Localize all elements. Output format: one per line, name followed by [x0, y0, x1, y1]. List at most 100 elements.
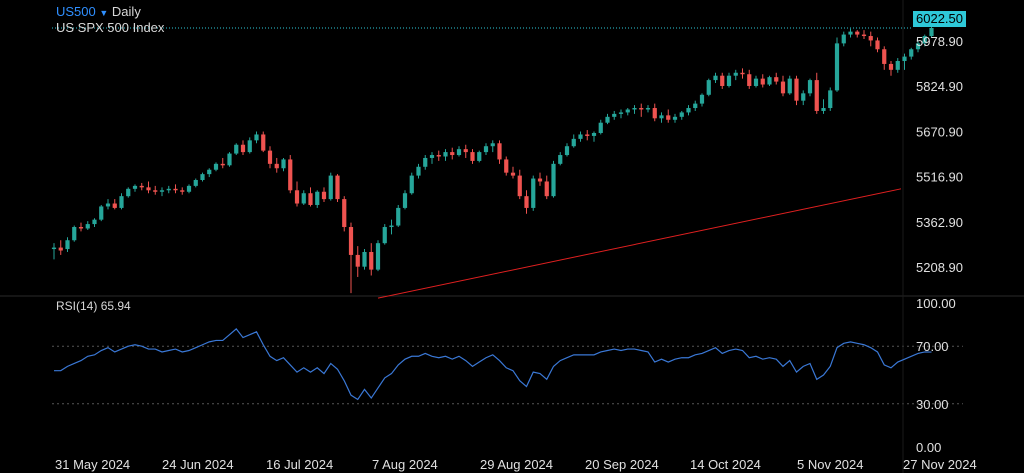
candle-body — [166, 188, 171, 191]
candle-body — [240, 144, 246, 153]
rsi-value: 65.94 — [100, 299, 131, 313]
candle-body — [423, 157, 428, 167]
price-axis[interactable]: 5978.90 5824.90 5670.90 5516.90 5362.90 5208.… — [916, 34, 963, 275]
candle-body — [909, 49, 914, 57]
candle-body — [450, 152, 455, 156]
candle-body — [618, 112, 624, 114]
candle-body — [126, 188, 131, 197]
candle-body — [693, 103, 698, 109]
candle-body — [848, 31, 853, 35]
candle-body — [531, 178, 536, 208]
candle-body — [571, 138, 576, 147]
candle-body — [558, 155, 563, 164]
candle-body — [85, 224, 90, 229]
candle-body — [382, 227, 387, 244]
candle-body — [119, 196, 124, 208]
candle-body — [686, 108, 691, 113]
candle-body — [200, 174, 205, 181]
candle-body — [578, 134, 583, 139]
candle-body — [58, 247, 63, 251]
candle-body — [261, 134, 266, 151]
candle-body — [760, 78, 765, 85]
candle-body — [342, 199, 347, 228]
rsi-line — [54, 328, 932, 401]
candle-body — [402, 193, 408, 208]
price-tick-label: 5670.90 — [916, 124, 963, 139]
candle-body — [807, 80, 813, 94]
candle-body — [497, 143, 502, 160]
candle-body — [416, 166, 421, 176]
price-tick-label: 5516.90 — [916, 170, 963, 185]
candle-body — [348, 227, 354, 255]
chart-header: US500 ▼ Daily — [56, 4, 141, 19]
candle-body — [861, 34, 867, 37]
candle-body — [922, 36, 927, 44]
rsi-indicator-label[interactable]: RSI(14) 65.94 — [56, 299, 131, 313]
candle-body — [524, 196, 529, 208]
candle-body — [477, 152, 482, 161]
candle-body — [585, 134, 590, 136]
candle-body — [564, 146, 570, 156]
candle-body — [112, 203, 117, 208]
candle-body — [612, 113, 617, 117]
candle-body — [821, 108, 826, 111]
candle-body — [598, 122, 603, 133]
candle-body — [281, 159, 286, 169]
candle-body — [355, 254, 360, 267]
candle-body — [51, 247, 57, 250]
candle-body — [706, 80, 711, 95]
candle-body — [834, 43, 840, 91]
symbol-label[interactable]: US500 — [56, 4, 96, 19]
price-tick-label: 5978.90 — [916, 34, 963, 49]
candle-body — [92, 219, 97, 225]
candle-body — [632, 108, 637, 110]
triangle-down-icon[interactable]: ▼ — [99, 8, 109, 18]
price-tick-label: 5208.90 — [916, 260, 963, 275]
candle-body — [780, 81, 786, 94]
candle-body — [78, 227, 84, 229]
candle-body — [828, 90, 833, 109]
candle-body — [794, 78, 799, 101]
time-tick-label: 31 May 2024 — [55, 457, 130, 472]
candle-body — [362, 251, 367, 267]
time-axis[interactable]: 31 May 2024 24 Jun 2024 16 Jul 2024 7 Aug 2… — [55, 457, 977, 472]
candle-body — [713, 75, 718, 81]
time-tick-label: 7 Aug 2024 — [372, 457, 438, 472]
rsi-label: RSI(14) — [56, 299, 98, 313]
candle-body — [72, 227, 77, 241]
trend-line[interactable] — [377, 188, 902, 299]
timeframe-label[interactable]: Daily — [111, 4, 141, 19]
candle-body — [551, 163, 556, 197]
candle-body — [213, 163, 219, 170]
candle-body — [193, 180, 198, 186]
candle-body — [720, 75, 725, 86]
candle-body — [443, 152, 448, 157]
rsi-axis[interactable]: 100.00 70.00 30.00 0.00 — [916, 296, 956, 455]
candle-body — [301, 193, 306, 204]
candle-body — [490, 143, 495, 147]
candle-body — [207, 169, 212, 175]
candle-body — [173, 188, 178, 191]
rsi-tick-label: 30.00 — [916, 397, 949, 412]
time-tick-label: 20 Sep 2024 — [585, 457, 659, 472]
candle-body — [186, 185, 192, 192]
candle-body — [288, 159, 293, 191]
current-price-tag: 6022.50 — [913, 11, 966, 27]
candle-body — [801, 93, 806, 101]
candle-body — [429, 155, 435, 158]
candle-body — [389, 225, 394, 228]
time-tick-label: 27 Nov 2024 — [903, 457, 977, 472]
price-tick-label: 5362.90 — [916, 215, 963, 230]
candle-body — [591, 132, 597, 136]
candle-body — [146, 187, 151, 191]
candle-body — [470, 152, 475, 161]
candle-body — [517, 175, 522, 197]
candle-body — [767, 77, 772, 85]
candle-body — [65, 240, 70, 250]
candle-body — [747, 74, 752, 86]
rsi-tick-label: 100.00 — [916, 296, 956, 311]
candle-body — [132, 185, 138, 189]
candle-body — [639, 108, 644, 110]
candle-body — [787, 78, 792, 94]
